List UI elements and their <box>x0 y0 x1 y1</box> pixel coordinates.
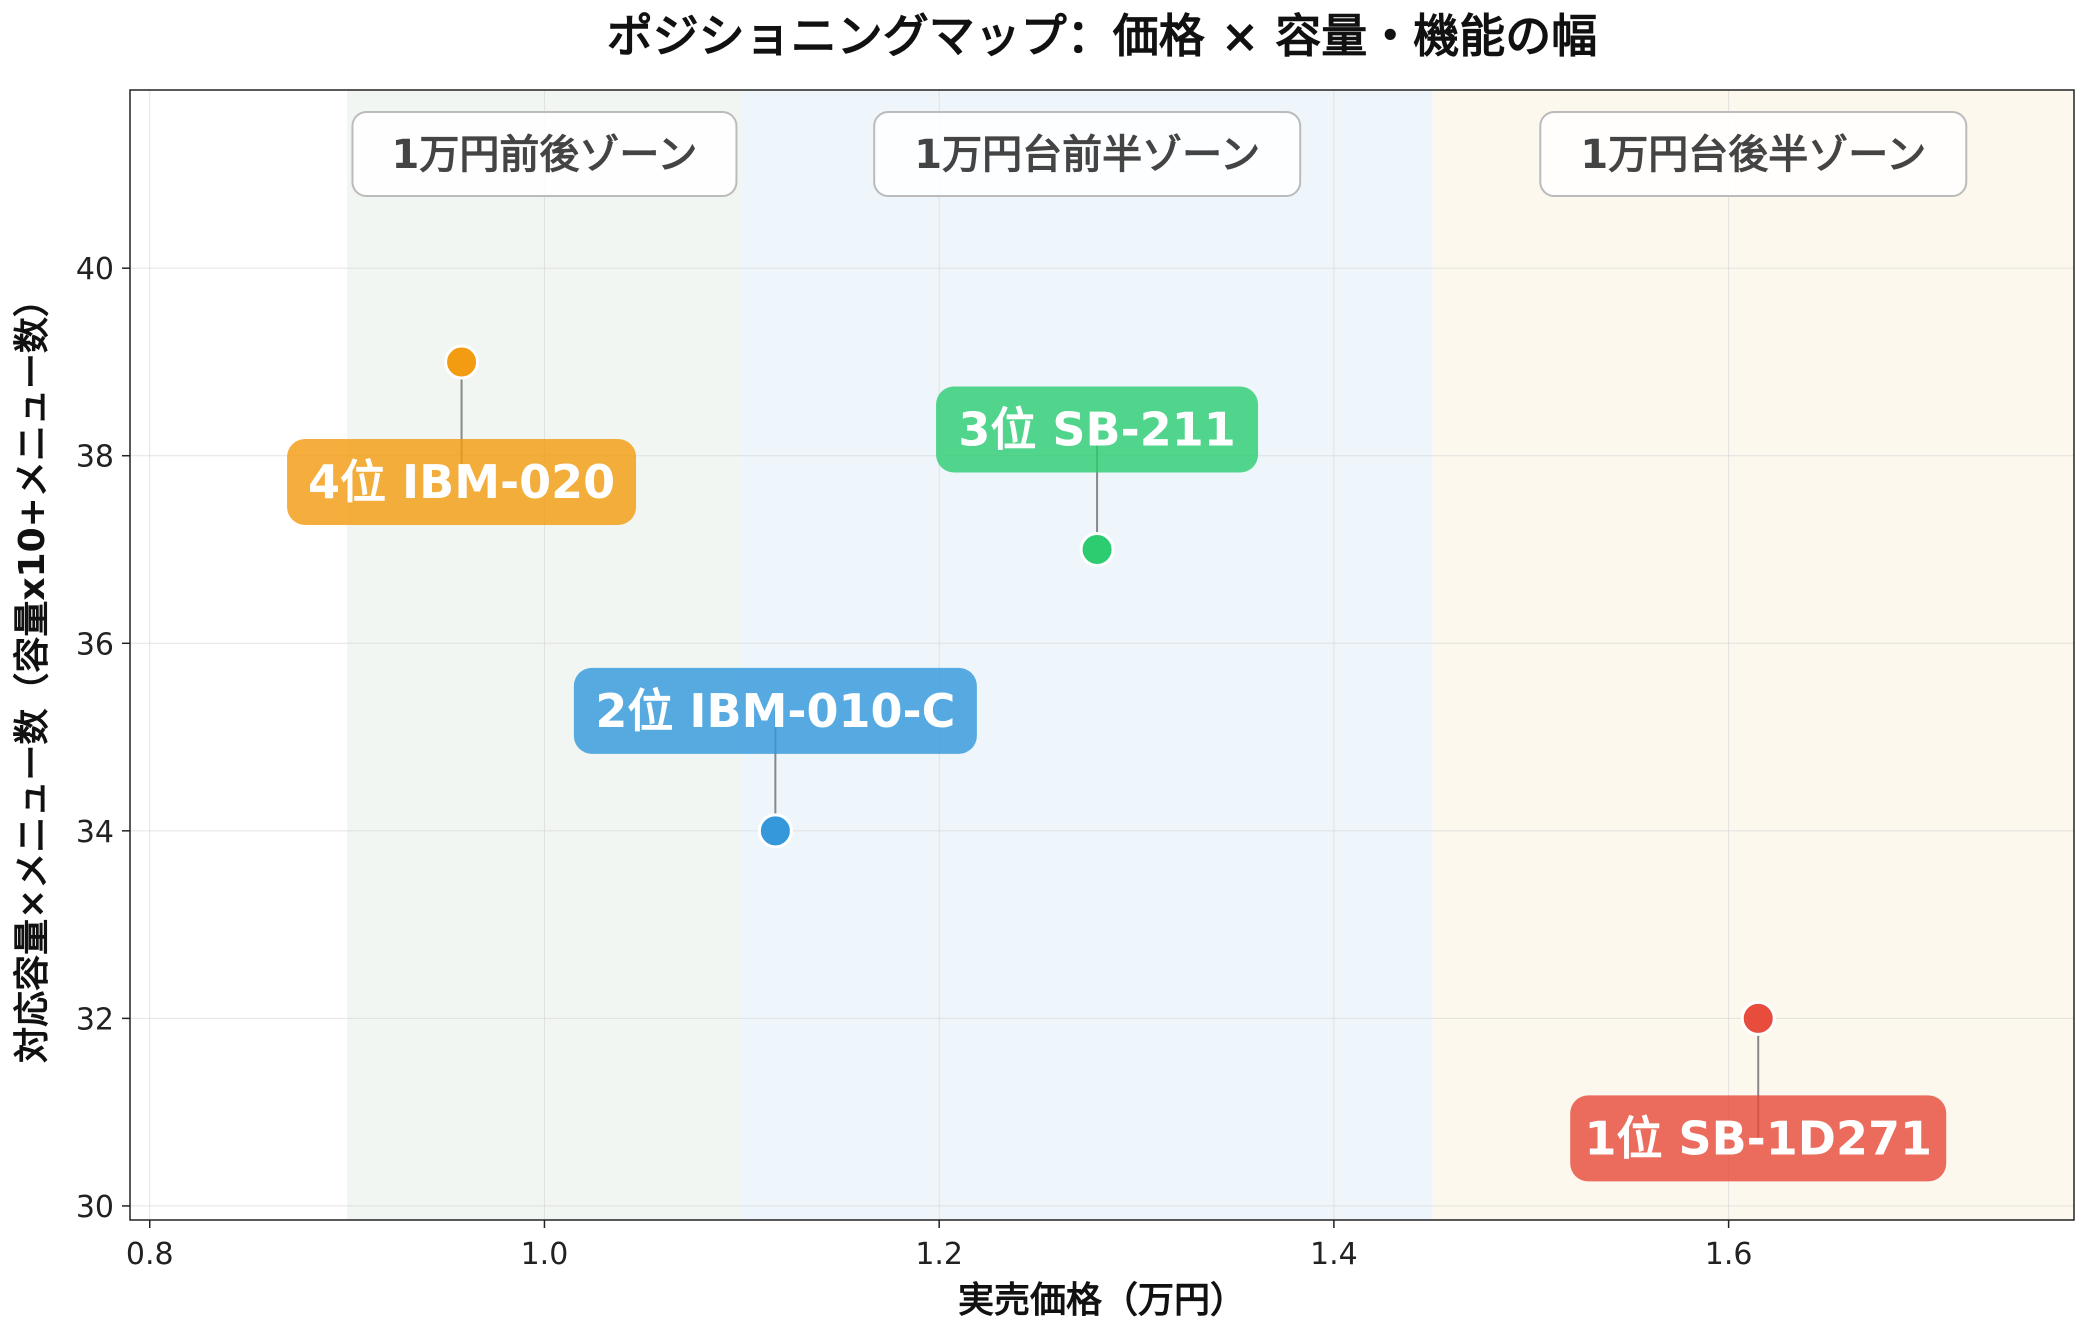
y-axis-label: 対応容量×メニュー数（容量x10+メニュー数） <box>12 281 53 1063</box>
y-tick-label: 38 <box>76 440 114 475</box>
point-label-box-2 <box>573 667 977 754</box>
point-label-1: 1位 SB-1D271 <box>1584 1111 1932 1165</box>
data-point-1 <box>1740 1000 1776 1036</box>
x-axis-ticks: 0.8 1.0 1.2 1.4 1.6 <box>126 1220 1753 1272</box>
zone-band-3 <box>1432 90 2074 1220</box>
data-points <box>444 344 1776 1036</box>
zone-label-box-3 <box>1539 111 1968 197</box>
y-tick-label: 40 <box>76 252 114 287</box>
x-tick-label: 1.4 <box>1310 1237 1358 1272</box>
zone-labels: 1万円前後ゾーン 1万円台前半ゾーン 1万円台後半ゾーン <box>351 111 1968 197</box>
zone-label-box-1 <box>351 111 738 197</box>
data-point-4 <box>444 344 480 380</box>
zone-label-3: 1万円台後半ゾーン <box>1580 132 1926 178</box>
chart-title: ポジショニングマップ：価格 × 容量・機能の幅 <box>607 9 1598 63</box>
y-tick-label: 30 <box>76 1190 114 1225</box>
x-tick-label: 1.2 <box>915 1237 963 1272</box>
x-tick-label: 1.6 <box>1705 1237 1753 1272</box>
y-tick-label: 32 <box>76 1002 114 1037</box>
point-label-2: 2位 IBM-010-C <box>595 684 955 738</box>
data-point-labels: 1位 SB-1D271 2位 IBM-010-C 3位 SB-211 4位 IBM-0… <box>287 386 1947 1182</box>
x-tick-label: 0.8 <box>126 1237 174 1272</box>
point-label-box-1 <box>1570 1095 1947 1182</box>
point-label-box-3 <box>936 386 1259 473</box>
data-point-2 <box>757 813 793 849</box>
plot-area-frame <box>129 89 2075 1221</box>
y-axis-ticks: 30 32 34 36 38 40 <box>76 252 130 1225</box>
point-label-box-4 <box>287 438 637 525</box>
price-zones <box>347 90 2074 1220</box>
y-tick-label: 34 <box>76 815 114 850</box>
zone-band-2 <box>741 90 1433 1220</box>
zone-label-2: 1万円台前半ゾーン <box>914 132 1260 178</box>
x-tick-label: 1.0 <box>521 1237 569 1272</box>
point-label-4: 4位 IBM-020 <box>308 455 615 509</box>
zone-label-1: 1万円前後ゾーン <box>392 132 698 178</box>
zone-label-box-2 <box>873 111 1302 197</box>
y-tick-label: 36 <box>76 627 114 662</box>
point-label-3: 3位 SB-211 <box>958 403 1235 457</box>
data-point-3 <box>1079 532 1115 568</box>
x-axis-label: 実売価格（万円） <box>958 1280 1246 1321</box>
